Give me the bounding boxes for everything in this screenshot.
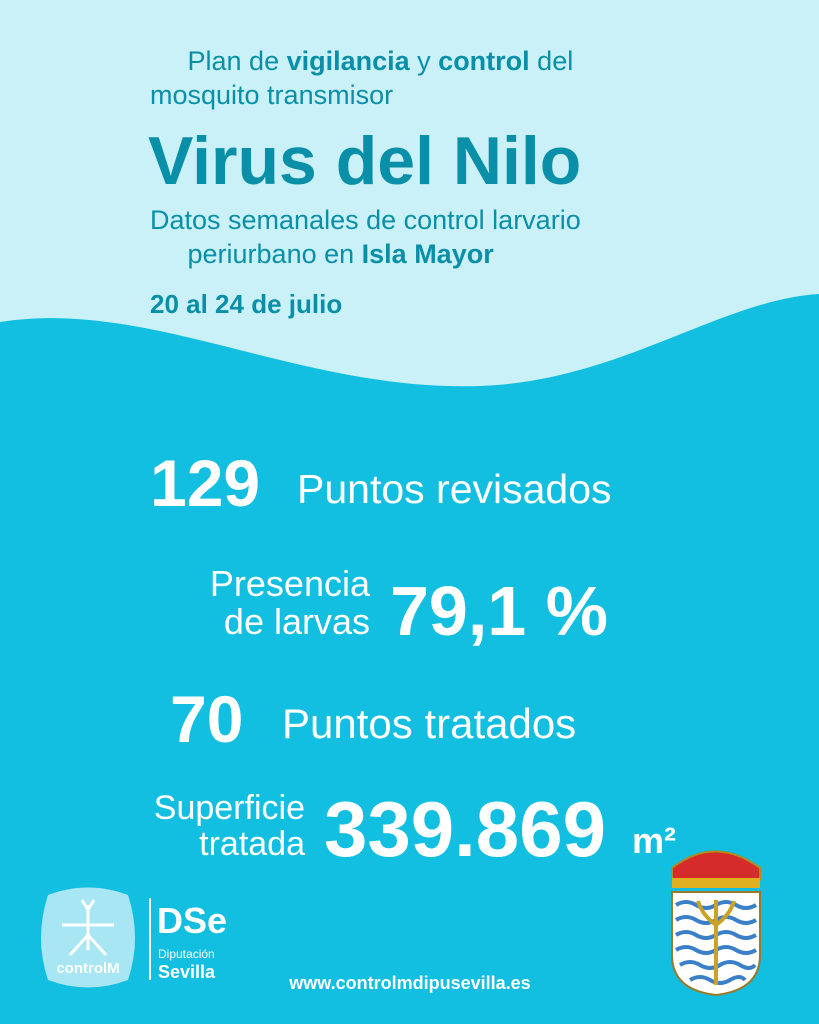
title: Virus del Nilo [148, 123, 581, 199]
stat-unit: m² [632, 820, 676, 861]
stat-label: tratada [199, 825, 305, 863]
logo-text: Sevilla [158, 962, 216, 982]
subtitle-text: periurbano en [188, 239, 362, 269]
logo-text: controlM [56, 960, 119, 977]
logo-text: Diputación [158, 947, 215, 961]
stat-label: Presencia [210, 563, 371, 604]
subtitle-line: periurbano en Isla Mayor [150, 239, 516, 269]
controlm-logo: controlM [41, 887, 135, 988]
mosquito-icon [62, 899, 114, 957]
stat-number: 129 [150, 446, 260, 520]
intro-bold: control [438, 46, 530, 76]
stat-label: Puntos revisados [297, 466, 612, 512]
intro-line: Plan de vigilancia y control del [150, 46, 596, 76]
intro-text: y [410, 46, 439, 76]
stat-number: 339.869 [324, 785, 606, 873]
intro-text: del [530, 46, 574, 76]
stat-number: 79,1 % [390, 572, 608, 650]
stat-label: Puntos tratados [282, 700, 576, 747]
stat-number: 70 [170, 682, 243, 756]
subtitle-line: Datos semanales de control larvario [150, 205, 581, 235]
date: 20 al 24 de julio [150, 289, 342, 319]
wave-background [0, 294, 819, 1024]
website-link[interactable]: www.controlmdipusevilla.es [288, 973, 530, 993]
coat-of-arms [671, 850, 761, 997]
intro-bold: vigilancia [287, 46, 411, 76]
intro-text: Plan de [188, 46, 287, 76]
stat-label: Superficie [154, 789, 305, 827]
intro-line: mosquito transmisor [150, 80, 393, 110]
dse-logo: DSe [157, 900, 227, 941]
stat-label: de larvas [224, 601, 370, 642]
subtitle-bold: Isla Mayor [362, 239, 495, 269]
